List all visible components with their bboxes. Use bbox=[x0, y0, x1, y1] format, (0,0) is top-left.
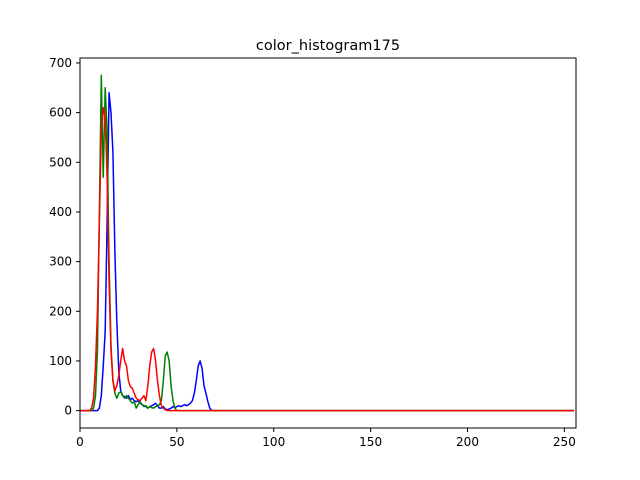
plot-frame bbox=[79, 57, 577, 429]
x-tick-label: 150 bbox=[359, 435, 382, 449]
x-tick-label: 50 bbox=[169, 435, 184, 449]
y-tick-label: 500 bbox=[49, 155, 72, 169]
y-tick-label: 700 bbox=[49, 56, 72, 70]
x-tick-label: 0 bbox=[76, 435, 84, 449]
x-tick-label: 250 bbox=[553, 435, 576, 449]
x-axis: 0 50 100 150 200 250 bbox=[76, 428, 576, 449]
y-tick-label: 200 bbox=[49, 304, 72, 318]
x-tick-label: 200 bbox=[456, 435, 479, 449]
y-tick-label: 100 bbox=[49, 354, 72, 368]
y-tick-label: 600 bbox=[49, 106, 72, 120]
y-tick-label: 400 bbox=[49, 205, 72, 219]
x-tick-label: 100 bbox=[262, 435, 285, 449]
y-axis: 0 100 200 300 400 500 600 700 bbox=[49, 56, 80, 418]
chart-title: color_histogram175 bbox=[256, 38, 400, 54]
series-line-2 bbox=[80, 106, 575, 412]
y-tick-label: 300 bbox=[49, 255, 72, 269]
series-layer bbox=[80, 74, 575, 412]
series-line-1 bbox=[80, 74, 575, 412]
y-tick-label: 0 bbox=[64, 404, 72, 418]
